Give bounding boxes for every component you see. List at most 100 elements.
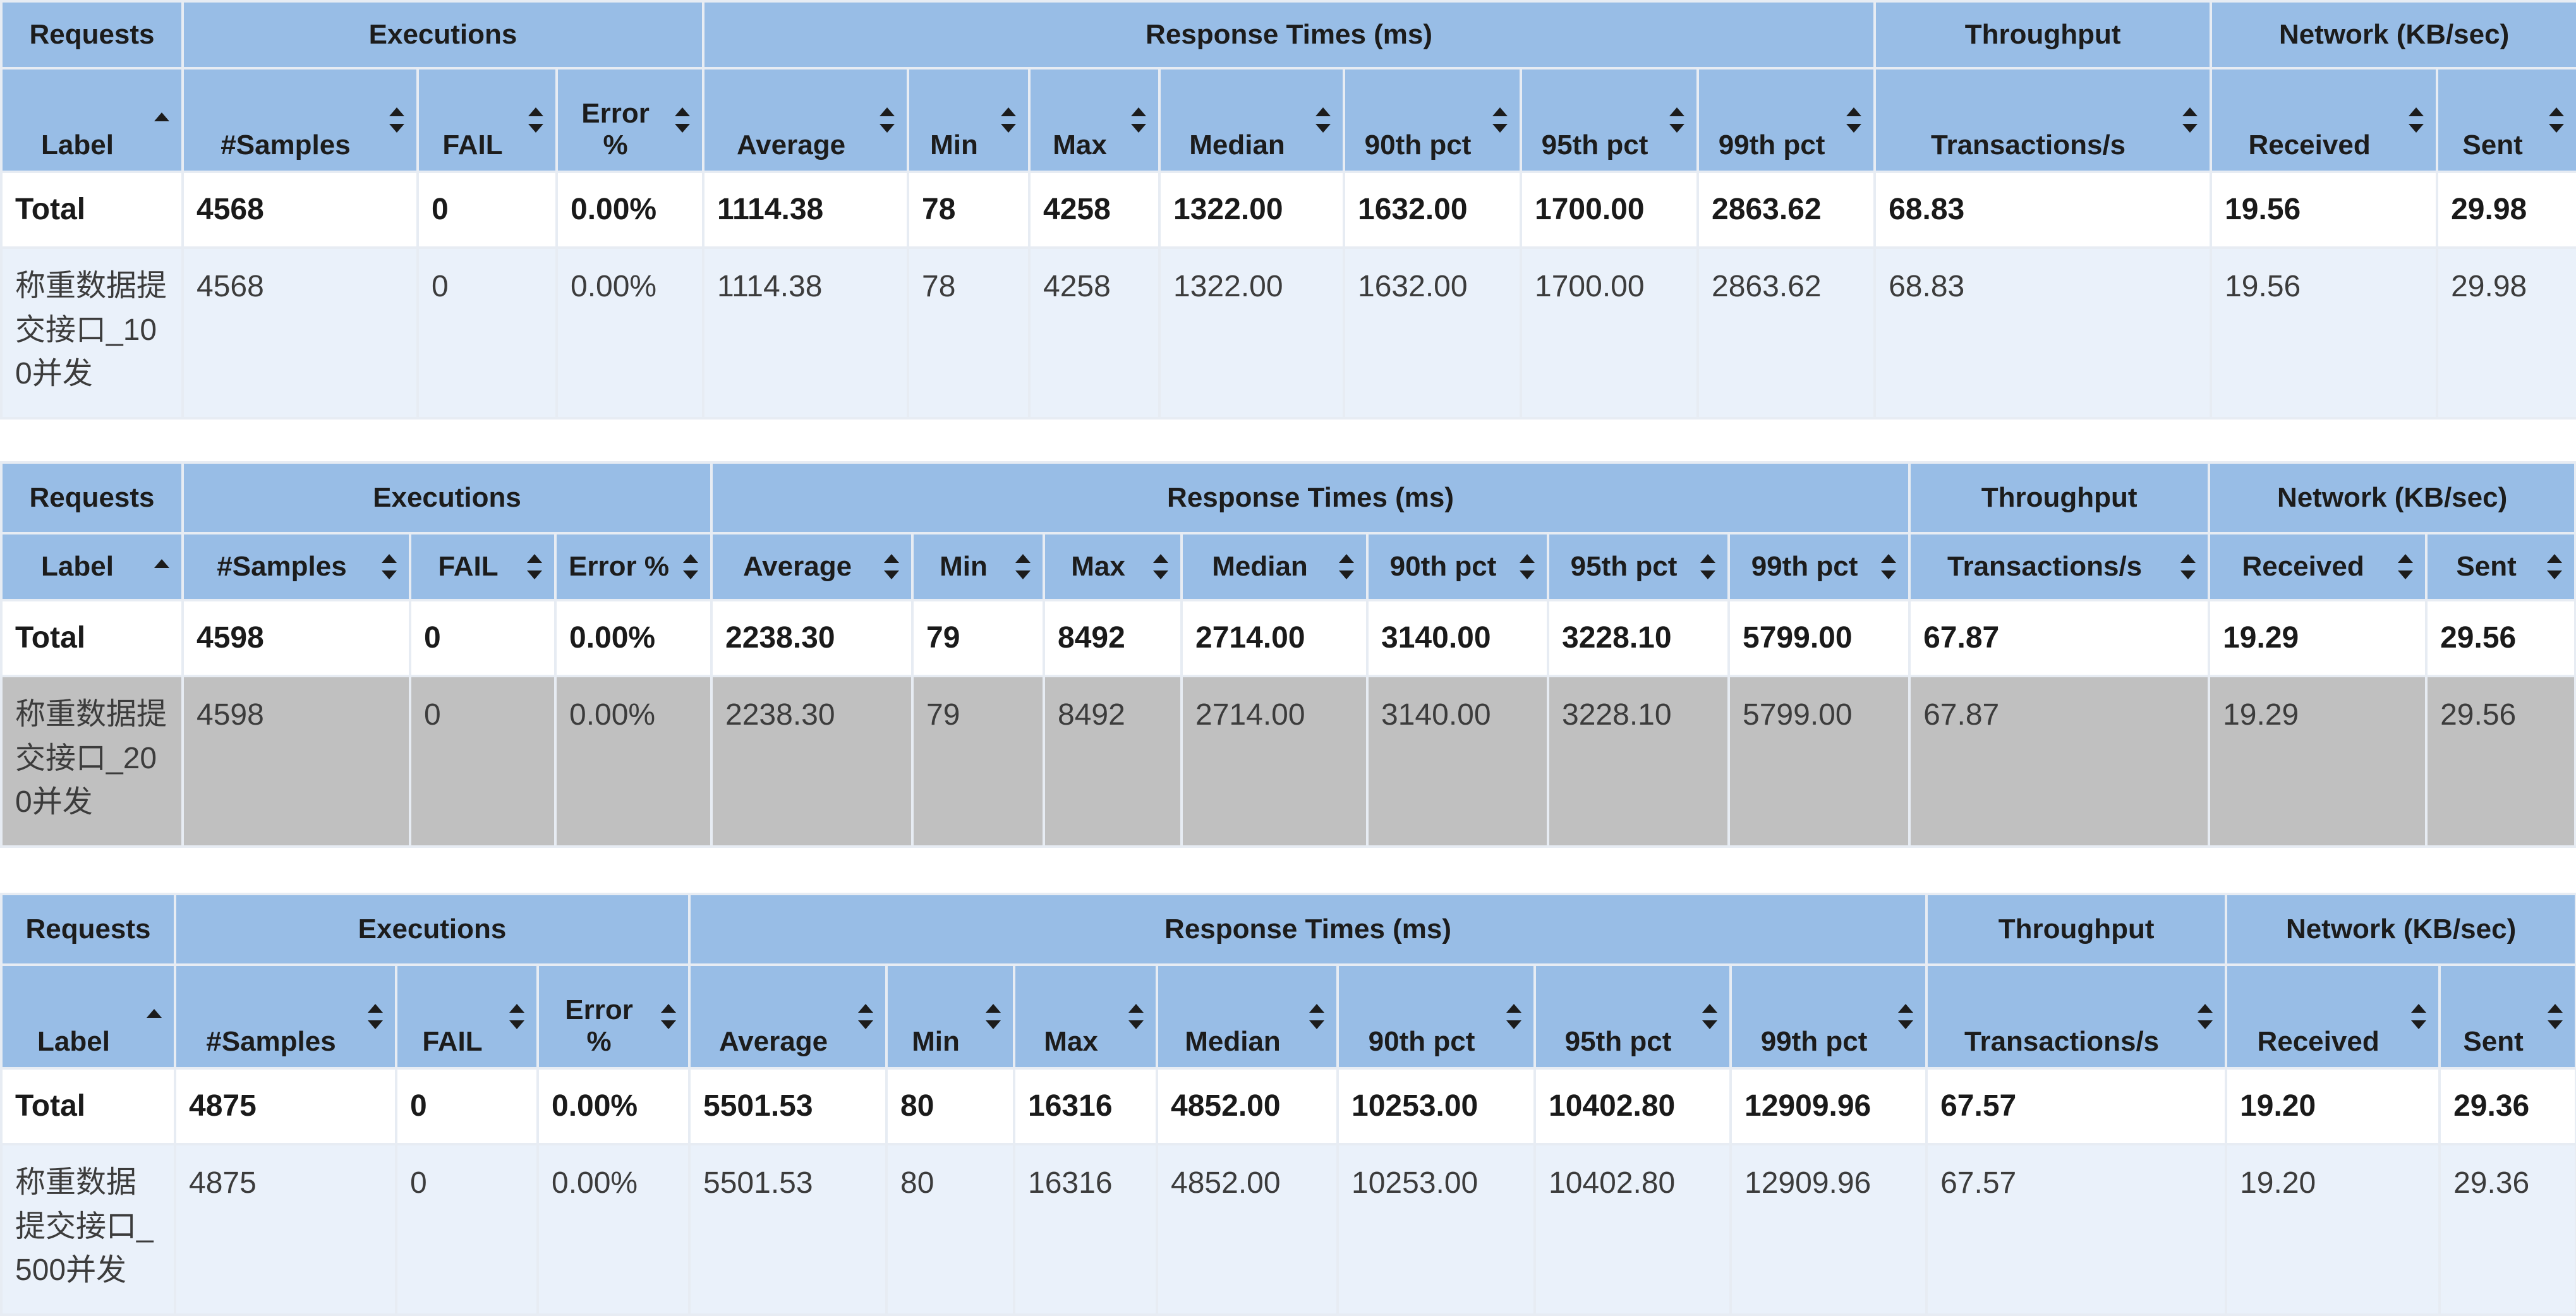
column-header-min[interactable]: Min	[911, 532, 1046, 601]
row-cell-transactions-per-sec: 67.87	[1908, 675, 2211, 848]
total-cell-received: 19.20	[2225, 1067, 2441, 1145]
column-header-transactions-per-sec[interactable]: Transactions/s	[1925, 963, 2228, 1070]
column-header-average[interactable]: Average	[710, 532, 914, 601]
total-cell-average: 5501.53	[688, 1067, 888, 1145]
group-header-network: Network (KB/sec)	[2225, 893, 2576, 966]
row-cell-received: 19.20	[2225, 1143, 2441, 1316]
sort-icon	[528, 106, 544, 134]
column-header-received[interactable]: Received	[2225, 963, 2441, 1070]
column-header-95th-pct[interactable]: 95th pct	[1520, 67, 1700, 173]
sort-icon	[367, 1003, 384, 1030]
column-header-90th-pct[interactable]: 90th pct	[1366, 532, 1550, 601]
column-header-sent[interactable]: Sent	[2436, 67, 2576, 173]
column-header-label[interactable]: Label	[0, 963, 176, 1070]
row-cell-label: 称重数据提交接口_100并发	[0, 246, 184, 420]
column-header-label: FAIL	[422, 1026, 483, 1058]
column-header-samples[interactable]: #Samples	[174, 963, 397, 1070]
row-cell-95th-pct: 1700.00	[1520, 246, 1700, 420]
column-header-transactions-per-sec[interactable]: Transactions/s	[1908, 532, 2211, 601]
sort-icon	[381, 553, 397, 581]
group-header-response-times: Response Times (ms)	[688, 893, 1928, 966]
column-header-label: Average	[743, 550, 852, 582]
column-header-max[interactable]: Max	[1013, 963, 1159, 1070]
sort-icon	[389, 106, 405, 134]
column-header-95th-pct[interactable]: 95th pct	[1547, 532, 1731, 601]
row-cell-samples: 4598	[181, 675, 411, 848]
column-header-label: FAIL	[438, 550, 499, 582]
group-header-throughput: Throughput	[1908, 461, 2211, 534]
statistics-table-1: Requests Executions Response Times (ms) Thr…	[0, 0, 2576, 420]
sort-icon	[1338, 553, 1355, 581]
column-header-sent[interactable]: Sent	[2425, 532, 2576, 601]
row-cell-fail: 0	[416, 246, 558, 420]
group-header-executions: Executions	[173, 893, 691, 966]
column-header-fail[interactable]: FAIL	[416, 67, 558, 173]
row-cell-90th-pct: 1632.00	[1343, 246, 1523, 420]
row-cell-median: 2714.00	[1180, 675, 1369, 848]
total-cell-samples: 4598	[181, 599, 411, 677]
column-header-max[interactable]: Max	[1028, 67, 1161, 173]
row-cell-sent: 29.56	[2425, 675, 2576, 848]
column-header-sent[interactable]: Sent	[2438, 963, 2576, 1070]
column-header-99th-pct[interactable]: 99th pct	[1729, 963, 1928, 1070]
column-header-label: 95th pct	[1564, 1026, 1672, 1058]
column-header-median[interactable]: Median	[1156, 963, 1339, 1070]
column-header-label: Error %	[565, 994, 633, 1058]
total-row: Total 4568 0 0.00% 1114.38 78 4258 1322.00 1632.…	[0, 171, 2576, 249]
column-header-average[interactable]: Average	[688, 963, 888, 1070]
column-header-max[interactable]: Max	[1043, 532, 1183, 601]
column-header-label: Median	[1189, 130, 1285, 161]
column-header-average[interactable]: Average	[702, 67, 910, 173]
column-header-label: Min	[930, 130, 978, 161]
column-header-fail[interactable]: FAIL	[409, 532, 557, 601]
column-header-min[interactable]: Min	[885, 963, 1016, 1070]
column-header-error-pct[interactable]: Error %	[536, 963, 691, 1070]
column-header-label: Label	[37, 1026, 110, 1058]
column-header-transactions-per-sec[interactable]: Transactions/s	[1873, 67, 2213, 173]
row-cell-max: 8492	[1043, 675, 1183, 848]
column-header-received[interactable]: Received	[2210, 67, 2439, 173]
sort-icon	[2197, 1003, 2213, 1030]
column-header-99th-pct[interactable]: 99th pct	[1696, 67, 1877, 173]
row-cell-99th-pct: 12909.96	[1729, 1143, 1928, 1316]
group-header-throughput: Throughput	[1873, 0, 2213, 69]
row-cell-label: 称重数据提交接口_200并发	[0, 675, 184, 848]
total-cell-sent: 29.36	[2438, 1067, 2576, 1145]
column-header-label[interactable]: Label	[0, 532, 184, 601]
column-header-error-pct[interactable]: Error %	[555, 67, 705, 173]
column-header-95th-pct[interactable]: 95th pct	[1533, 963, 1732, 1070]
column-header-label: #Samples	[206, 1026, 336, 1058]
column-header-90th-pct[interactable]: 90th pct	[1336, 963, 1537, 1070]
column-header-min[interactable]: Min	[907, 67, 1031, 173]
column-header-median[interactable]: Median	[1158, 67, 1346, 173]
column-header-samples[interactable]: #Samples	[181, 67, 419, 173]
group-header-response-times: Response Times (ms)	[710, 461, 1911, 534]
column-header-90th-pct[interactable]: 90th pct	[1343, 67, 1523, 173]
column-header-label: FAIL	[442, 130, 503, 161]
row-cell-samples: 4875	[174, 1143, 397, 1316]
column-header-received[interactable]: Received	[2208, 532, 2428, 601]
sort-icon	[1846, 106, 1862, 134]
column-header-label: 90th pct	[1389, 550, 1497, 582]
column-header-fail[interactable]: FAIL	[395, 963, 539, 1070]
row-cell-label: 称重数据提交接口_500并发	[0, 1143, 176, 1316]
column-header-error-pct[interactable]: Error %	[553, 532, 713, 601]
column-header-99th-pct[interactable]: 99th pct	[1727, 532, 1911, 601]
sort-icon	[1000, 106, 1017, 134]
row-cell-max: 4258	[1028, 246, 1161, 420]
total-cell-label: Total	[0, 171, 184, 249]
column-header-label: 99th pct	[1760, 1026, 1868, 1058]
total-cell-95th-pct: 3228.10	[1547, 599, 1731, 677]
column-header-label[interactable]: Label	[0, 67, 184, 173]
column-header-median[interactable]: Median	[1180, 532, 1369, 601]
sort-icon	[2546, 553, 2563, 581]
sort-icon	[674, 106, 691, 134]
column-header-samples[interactable]: #Samples	[181, 532, 411, 601]
row-cell-error-pct: 0.00%	[553, 675, 713, 848]
sort-icon	[1669, 106, 1685, 134]
row-cell-99th-pct: 5799.00	[1727, 675, 1911, 848]
row-cell-transactions-per-sec: 68.83	[1873, 246, 2213, 420]
total-cell-fail: 0	[416, 171, 558, 249]
table-row: 称重数据提交接口_200并发 4598 0 0.00% 2238.30 79 8492 271…	[0, 675, 2576, 848]
row-cell-average: 5501.53	[688, 1143, 888, 1316]
